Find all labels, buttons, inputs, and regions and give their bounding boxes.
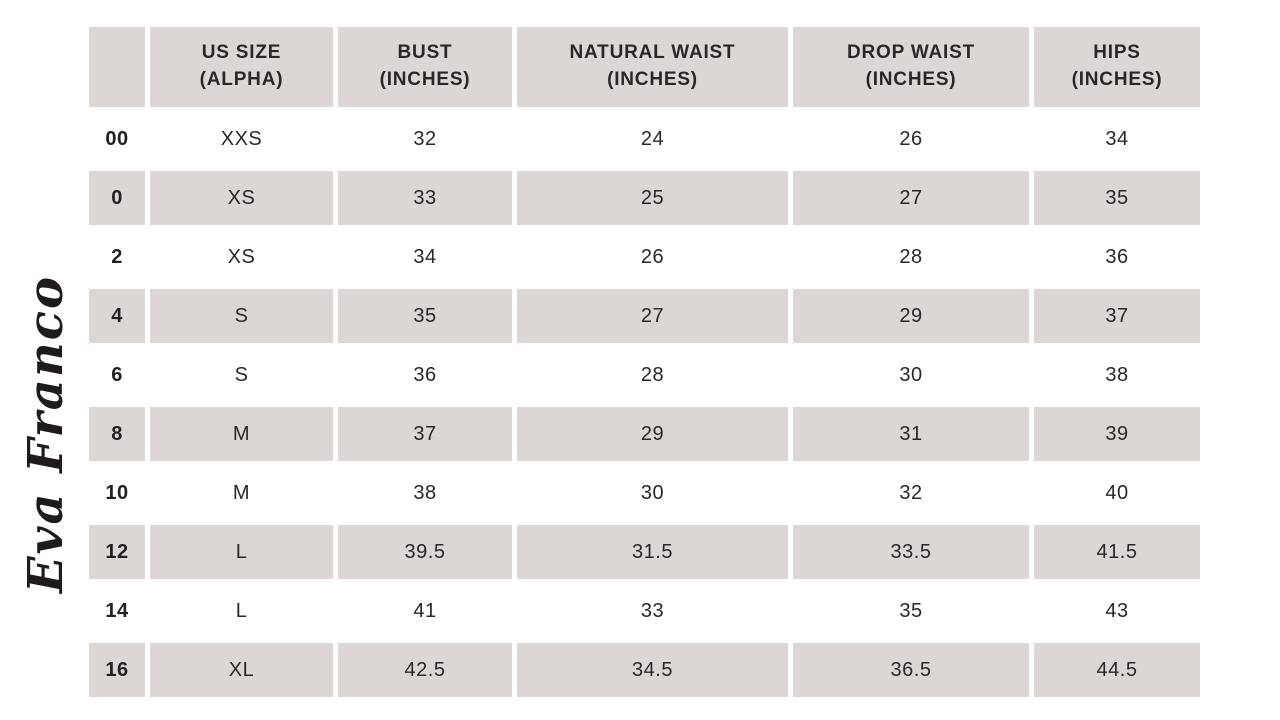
cell-drop-waist: 36.5 — [788, 638, 1034, 702]
cell-drop-waist: 32 — [788, 461, 1034, 525]
cell-bust: 39.5 — [333, 520, 517, 584]
cell-bust: 36 — [333, 343, 517, 407]
header-unit: (INCHES) — [865, 69, 957, 90]
row-label-us-size: 8 — [84, 402, 150, 466]
table-row: 8 M 37 29 31 39 — [84, 402, 1205, 466]
row-label-us-size: 4 — [84, 284, 150, 348]
header-label: BUST — [397, 42, 453, 64]
column-header-bust: BUST (INCHES) — [333, 22, 517, 112]
column-header-hips: HIPS (INCHES) — [1029, 22, 1205, 112]
cell-hips: 40 — [1029, 461, 1205, 525]
cell-hips: 38 — [1029, 343, 1205, 407]
cell-hips: 39 — [1029, 402, 1205, 466]
cell-hips: 41.5 — [1029, 520, 1205, 584]
table-row: 4 S 35 27 29 37 — [84, 284, 1205, 348]
cell-drop-waist: 29 — [788, 284, 1034, 348]
header-row: US SIZE (ALPHA) BUST (INCHES) NATURAL WA… — [84, 22, 1205, 112]
table-row: 12 L 39.5 31.5 33.5 41.5 — [84, 520, 1205, 584]
cell-natural-waist: 25 — [512, 166, 793, 230]
cell-bust: 35 — [333, 284, 517, 348]
cell-drop-waist: 28 — [788, 225, 1034, 289]
column-header-natural-waist: NATURAL WAIST (INCHES) — [512, 22, 793, 112]
cell-drop-waist: 31 — [788, 402, 1034, 466]
size-chart-header: US SIZE (ALPHA) BUST (INCHES) NATURAL WA… — [84, 22, 1205, 112]
cell-us-size-alpha: L — [145, 579, 338, 643]
size-chart: US SIZE (ALPHA) BUST (INCHES) NATURAL WA… — [84, 22, 1205, 702]
cell-hips: 43 — [1029, 579, 1205, 643]
cell-bust: 38 — [333, 461, 517, 525]
size-chart-table: US SIZE (ALPHA) BUST (INCHES) NATURAL WA… — [84, 22, 1205, 702]
cell-us-size-alpha: S — [145, 343, 338, 407]
cell-us-size-alpha: M — [145, 461, 338, 525]
cell-bust: 34 — [333, 225, 517, 289]
cell-us-size-alpha: XL — [145, 638, 338, 702]
cell-drop-waist: 26 — [788, 107, 1034, 171]
cell-natural-waist: 34.5 — [512, 638, 793, 702]
cell-us-size-alpha: XS — [145, 225, 338, 289]
header-unit: (ALPHA) — [199, 69, 284, 90]
cell-drop-waist: 27 — [788, 166, 1034, 230]
cell-natural-waist: 29 — [512, 402, 793, 466]
header-unit: (INCHES) — [1071, 69, 1163, 90]
row-label-us-size: 00 — [84, 107, 150, 171]
cell-natural-waist: 28 — [512, 343, 793, 407]
cell-natural-waist: 30 — [512, 461, 793, 525]
cell-us-size-alpha: XXS — [145, 107, 338, 171]
header-label: DROP WAIST — [847, 42, 975, 64]
cell-hips: 37 — [1029, 284, 1205, 348]
cell-bust: 33 — [333, 166, 517, 230]
cell-hips: 36 — [1029, 225, 1205, 289]
cell-hips: 44.5 — [1029, 638, 1205, 702]
cell-bust: 32 — [333, 107, 517, 171]
header-label: US SIZE — [201, 42, 282, 64]
cell-us-size-alpha: L — [145, 520, 338, 584]
header-unit: (INCHES) — [379, 69, 471, 90]
cell-drop-waist: 35 — [788, 579, 1034, 643]
brand-logo: Eva Franco — [18, 274, 74, 594]
column-header-us-size-numeric — [84, 22, 150, 112]
row-label-us-size: 12 — [84, 520, 150, 584]
cell-bust: 42.5 — [333, 638, 517, 702]
row-label-us-size: 6 — [84, 343, 150, 407]
cell-hips: 35 — [1029, 166, 1205, 230]
table-row: 2 XS 34 26 28 36 — [84, 225, 1205, 289]
size-chart-body: 00 XXS 32 24 26 34 0 XS 33 25 27 35 2 XS… — [84, 107, 1205, 702]
row-label-us-size: 0 — [84, 166, 150, 230]
table-row: 0 XS 33 25 27 35 — [84, 166, 1205, 230]
cell-natural-waist: 31.5 — [512, 520, 793, 584]
cell-bust: 41 — [333, 579, 517, 643]
table-row: 14 L 41 33 35 43 — [84, 579, 1205, 643]
cell-natural-waist: 24 — [512, 107, 793, 171]
cell-natural-waist: 33 — [512, 579, 793, 643]
cell-us-size-alpha: S — [145, 284, 338, 348]
row-label-us-size: 16 — [84, 638, 150, 702]
table-row: 16 XL 42.5 34.5 36.5 44.5 — [84, 638, 1205, 702]
header-unit: (INCHES) — [607, 69, 698, 90]
column-header-us-size-alpha: US SIZE (ALPHA) — [145, 22, 338, 112]
cell-us-size-alpha: M — [145, 402, 338, 466]
cell-us-size-alpha: XS — [145, 166, 338, 230]
row-label-us-size: 14 — [84, 579, 150, 643]
table-row: 6 S 36 28 30 38 — [84, 343, 1205, 407]
cell-bust: 37 — [333, 402, 517, 466]
cell-hips: 34 — [1029, 107, 1205, 171]
row-label-us-size: 10 — [84, 461, 150, 525]
table-row: 10 M 38 30 32 40 — [84, 461, 1205, 525]
header-label: HIPS — [1093, 42, 1141, 64]
cell-drop-waist: 30 — [788, 343, 1034, 407]
header-label: NATURAL WAIST — [569, 42, 736, 64]
table-row: 00 XXS 32 24 26 34 — [84, 107, 1205, 171]
cell-drop-waist: 33.5 — [788, 520, 1034, 584]
cell-natural-waist: 26 — [512, 225, 793, 289]
column-header-drop-waist: DROP WAIST (INCHES) — [788, 22, 1034, 112]
row-label-us-size: 2 — [84, 225, 150, 289]
cell-natural-waist: 27 — [512, 284, 793, 348]
